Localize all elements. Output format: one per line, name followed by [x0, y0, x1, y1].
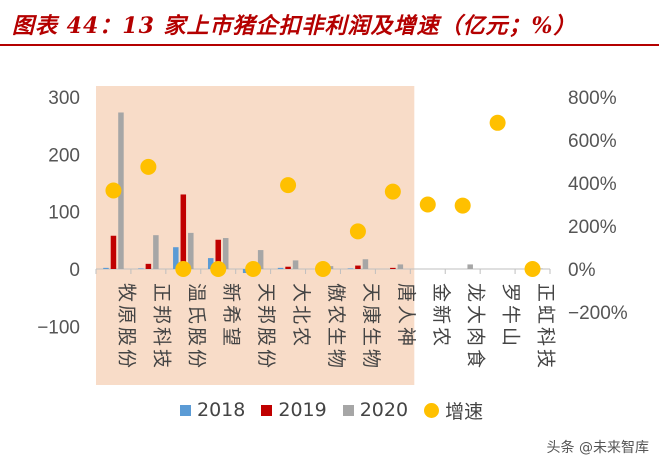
category-label: 金新农: [430, 283, 452, 349]
title-rule: [0, 44, 659, 46]
bar-2019: [110, 235, 117, 269]
bar-2020: [292, 260, 299, 269]
growth-dot: [280, 177, 297, 194]
right-axis-tick-label: 800%: [568, 88, 617, 109]
bar-2019: [355, 265, 361, 269]
right-axis-tick-label: 600%: [568, 131, 617, 152]
category-label: 新希望: [220, 283, 242, 349]
right-axis-tick-label: 200%: [568, 217, 617, 238]
category-label: 正虹科技: [535, 283, 557, 371]
left-axis-tick-label: 200: [48, 145, 80, 166]
legend-swatch-2020: [342, 404, 354, 416]
bar-2018: [103, 267, 109, 269]
growth-dot: [105, 182, 122, 199]
bar-2020: [222, 238, 229, 269]
right-axis-tick-label: 0%: [568, 260, 596, 281]
category-label: 牧原股份: [115, 283, 137, 371]
title-bar: 图表 44：13 家上市猪企扣非利润及增速（亿元；%）: [0, 0, 659, 46]
bar-2018: [138, 268, 144, 269]
bar-2020: [257, 250, 264, 269]
category-label: 唐人神: [395, 283, 417, 349]
left-axis-tick-label: 0: [69, 260, 80, 281]
legend-item-2020: 2020: [342, 399, 409, 421]
watermark: 头条 @未来智库: [546, 440, 649, 456]
bar-2018: [277, 267, 284, 269]
category-label: 傲农生物: [325, 283, 347, 371]
category-label: 罗牛山: [500, 283, 522, 349]
bar-2020: [153, 235, 159, 269]
category-label: 天邦股份: [255, 283, 277, 371]
right-axis-tick-label: −200%: [568, 303, 628, 324]
bar-2019: [180, 194, 187, 269]
left-axis-tick-label: 300: [48, 88, 80, 109]
legend-swatch-2018: [180, 404, 191, 416]
bar-2020: [467, 264, 473, 269]
growth-dot: [210, 261, 227, 277]
growth-dot: [140, 158, 157, 175]
growth-dot: [384, 183, 401, 200]
bar-2019: [215, 239, 221, 269]
bar-2019: [390, 267, 396, 269]
growth-dot: [454, 197, 471, 214]
bar-2020: [397, 264, 404, 269]
growth-dot: [489, 114, 506, 131]
legend-item-growth: 增速: [424, 397, 483, 424]
category-label: 天康生物: [360, 283, 382, 371]
legend-label-growth: 增速: [445, 400, 484, 423]
bar-2019: [285, 266, 291, 269]
growth-dot: [419, 196, 436, 213]
right-axis-tick-label: 400%: [568, 174, 617, 195]
legend-label-2019: 2019: [278, 399, 327, 421]
bar-2018: [207, 258, 214, 269]
legend-item-2019: 2019: [261, 399, 327, 421]
category-label: 正邦科技: [150, 283, 172, 371]
bar-2019: [145, 263, 152, 269]
bar-2018: [347, 268, 354, 269]
chart-title: 图表 44：13 家上市猪企扣非利润及增速（亿元；%）: [12, 13, 577, 39]
bar-2020: [188, 232, 194, 269]
legend-item-2018: 2018: [180, 399, 245, 421]
growth-dot: [524, 261, 541, 277]
growth-dot: [245, 261, 262, 277]
growth-dot: [175, 261, 192, 277]
category-label: 龙大肉食: [465, 283, 487, 371]
legend-label-2018: 2018: [197, 399, 246, 421]
legend-label-2020: 2020: [359, 399, 409, 421]
legend-swatch-2019: [261, 404, 273, 416]
category-label: 大北农: [290, 283, 312, 349]
bar-2020: [362, 259, 369, 269]
growth-dot: [349, 223, 366, 240]
left-axis-tick-label: −100: [37, 317, 80, 338]
category-label: 温氏股份: [185, 283, 207, 371]
left-axis-tick-label: 100: [48, 203, 80, 224]
legend-swatch-growth: [424, 402, 440, 418]
growth-dot: [315, 261, 331, 277]
bar-2018: [173, 247, 179, 269]
legend: 2018 2019 2020 增速: [180, 397, 483, 424]
